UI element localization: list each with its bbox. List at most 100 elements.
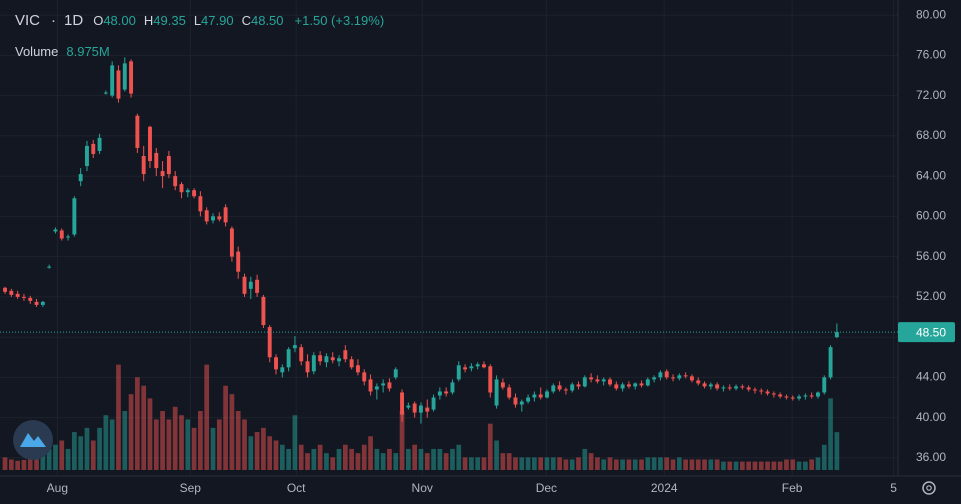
volume-bar — [191, 427, 197, 470]
candle-body — [425, 407, 430, 412]
volume-bar — [210, 427, 216, 470]
volume-bar — [683, 459, 688, 470]
volume-bar — [752, 461, 758, 470]
volume-bar — [128, 394, 134, 470]
candle-body — [286, 349, 291, 368]
volume-bar — [317, 444, 323, 470]
candle-body — [740, 386, 745, 388]
candle-body — [78, 174, 83, 182]
candle-body — [797, 396, 802, 399]
candle-body — [15, 293, 20, 297]
candle-body — [148, 126, 152, 162]
candle-body — [330, 357, 335, 361]
candle-body — [456, 365, 461, 380]
volume-bar — [834, 432, 840, 470]
volume-bar — [279, 444, 285, 470]
candle-body — [305, 361, 310, 373]
candle-body — [166, 155, 171, 175]
volume-bar — [727, 461, 733, 470]
candle-body — [255, 279, 260, 293]
candle-body — [677, 375, 682, 379]
candle-body — [488, 366, 493, 393]
volume-bar — [135, 377, 140, 470]
candle-body — [85, 145, 89, 167]
volume-bar — [450, 448, 455, 470]
candle-body — [752, 389, 757, 391]
candle-body — [734, 386, 738, 389]
candle-body — [746, 387, 751, 390]
x-tick-label: Oct — [287, 481, 306, 495]
candle-body — [765, 391, 770, 394]
candle-body — [311, 355, 316, 372]
volume-bar — [695, 459, 701, 470]
volume-bar — [582, 448, 588, 470]
volume-bar — [601, 459, 607, 470]
volume-bar — [538, 457, 544, 470]
volume-bar — [739, 461, 745, 470]
candle-body — [355, 365, 360, 373]
candle-layer — [3, 57, 839, 424]
volume-bar — [160, 411, 165, 470]
candle-body — [28, 297, 33, 301]
volume-bar — [286, 448, 291, 470]
candle-body — [689, 376, 694, 381]
candle-body — [217, 216, 222, 220]
candle-body — [374, 386, 379, 390]
volume-bar — [620, 459, 625, 470]
candle-body — [154, 152, 159, 169]
volume-bar — [771, 461, 777, 470]
volume-bar — [15, 460, 20, 470]
candle-body — [608, 379, 612, 385]
volume-bar — [330, 457, 336, 470]
candle-body — [828, 347, 833, 378]
volume-bar — [557, 457, 562, 470]
x-tick-label: 5 — [890, 481, 897, 495]
symbol: VIC — [15, 12, 41, 29]
settings-icon[interactable] — [922, 481, 936, 495]
volume-bar — [651, 457, 657, 470]
volume-bar — [254, 432, 260, 470]
candle-body — [589, 377, 594, 380]
candle-body — [9, 290, 14, 295]
candle-body — [223, 207, 228, 223]
logo-icon[interactable] — [20, 433, 46, 447]
volume-bar — [576, 457, 581, 470]
volume-bar — [689, 459, 695, 470]
y-tick-label: 64.00 — [916, 168, 946, 182]
candle-body — [469, 366, 474, 369]
volume-bar — [481, 457, 487, 470]
volume-bar — [90, 440, 96, 470]
gear[interactable] — [922, 481, 936, 495]
candle-body — [658, 372, 663, 378]
y-tick-label: 80.00 — [916, 7, 946, 21]
candle-body — [3, 287, 7, 292]
candle-body — [129, 61, 134, 94]
volume-bar — [424, 453, 430, 470]
dot: · — [51, 12, 57, 29]
y-tick-label: 72.00 — [916, 88, 946, 102]
volume-bar — [670, 459, 676, 470]
y-tick-label: 56.00 — [916, 249, 946, 263]
candle-body — [204, 210, 209, 222]
candle-body — [160, 171, 165, 177]
volume-bar — [550, 457, 556, 470]
volume-bar — [821, 444, 827, 470]
candle-body — [551, 385, 556, 392]
volume-bar — [216, 419, 222, 470]
volume-bar — [97, 427, 102, 470]
candle-body — [475, 364, 480, 367]
candle-body — [715, 384, 720, 389]
x-tick-label: Dec — [536, 481, 557, 495]
candle-body — [595, 379, 600, 382]
ohlc-label: C — [241, 13, 251, 28]
candle-body — [652, 377, 657, 380]
candle-body — [614, 384, 619, 389]
candle-body — [645, 379, 650, 386]
gear-hub[interactable] — [926, 485, 932, 491]
logo[interactable] — [13, 420, 53, 460]
ohlc: O48.00 H49.35 L47.90 C48.50 — [93, 13, 291, 28]
volume-bar — [588, 453, 594, 470]
volume-bar — [475, 457, 481, 470]
volume-bar — [632, 459, 638, 470]
